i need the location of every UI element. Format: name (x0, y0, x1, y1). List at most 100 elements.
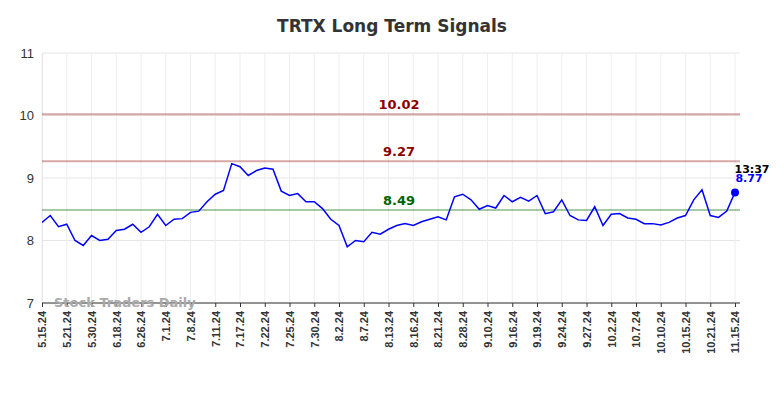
x-tick-label: 8.7.24 (358, 310, 370, 341)
grid-line-x (636, 53, 637, 303)
y-axis: 7891011 (20, 46, 43, 311)
x-tick-mark (240, 303, 241, 307)
x-tick-mark (265, 303, 266, 307)
x-tick: 10.21.24 (705, 303, 717, 354)
x-tick: 8.2.24 (333, 303, 345, 342)
x-tick-mark (215, 303, 216, 307)
x-tick-label: 6.18.24 (111, 310, 123, 348)
grid-line-x (586, 53, 587, 303)
chart: 78910115.15.245.21.245.30.246.18.246.26.… (0, 0, 784, 398)
grid-line-x (660, 53, 661, 303)
x-tick-label: 5.21.24 (61, 310, 73, 348)
x-tick-label: 10.10.24 (655, 310, 667, 354)
x-tick-mark (587, 303, 588, 307)
x-tick-mark (364, 303, 365, 307)
x-tick-label: 10.21.24 (705, 310, 717, 354)
x-tick-label: 7.11.24 (210, 310, 222, 347)
x-tick-label: 9.16.24 (507, 310, 519, 348)
x-tick-label: 7.1.24 (160, 310, 172, 341)
grid-line-x (190, 53, 191, 303)
x-tick-mark (42, 303, 43, 307)
grid-line-x (264, 53, 265, 303)
y-tick: 8 (27, 233, 42, 248)
labels: 10.029.278.4913:378.77Stock Traders Dail… (54, 97, 770, 310)
x-tick: 7.17.24 (234, 303, 246, 348)
x-tick-mark (710, 303, 711, 307)
x-tick-label: 7.17.24 (234, 310, 246, 348)
grid-line-x (537, 53, 538, 303)
x-tick-mark (735, 303, 736, 307)
grid-line-x (91, 53, 92, 303)
grid-line-x (512, 53, 513, 303)
x-tick-label: 9.19.24 (531, 310, 543, 348)
y-tick: 9 (27, 171, 42, 186)
x-tick-mark (661, 303, 662, 307)
grid-line-y (42, 240, 740, 241)
price-line (42, 164, 735, 247)
x-tick-mark (290, 303, 291, 307)
x-tick: 10.15.24 (680, 303, 692, 354)
x-tick: 7.25.24 (284, 303, 296, 348)
plot-area (42, 114, 740, 247)
x-tick-mark (686, 303, 687, 307)
grid-line-x (438, 53, 439, 303)
grid-line-x (388, 53, 389, 303)
grid-line-x (289, 53, 290, 303)
reference-line (42, 160, 740, 162)
x-tick: 9.19.24 (531, 303, 543, 348)
x-tick: 8.16.24 (408, 303, 420, 348)
y-tick-label: 7 (27, 296, 34, 311)
x-tick: 9.16.24 (507, 303, 519, 348)
x-tick: 10.2.24 (606, 303, 618, 348)
x-tick-mark (389, 303, 390, 307)
x-tick: 10.10.24 (655, 303, 667, 354)
x-tick-label: 10.7.24 (630, 310, 642, 348)
grid (42, 53, 740, 303)
grid-line-x (561, 53, 562, 303)
grid-line-x (215, 53, 216, 303)
grid-line-x (165, 53, 166, 303)
x-tick-mark (339, 303, 340, 307)
x-tick-label: 8.2.24 (333, 310, 345, 341)
grid-line-x (339, 53, 340, 303)
x-tick-label: 6.26.24 (135, 310, 147, 348)
title: TRTX Long Term Signals (277, 16, 507, 36)
grid-line-x (42, 53, 43, 303)
y-tick: 7 (27, 296, 42, 311)
x-axis: 5.15.24 5.21.24 5.30.24 6.18.24 6.26.24 7.1.2… (36, 303, 741, 354)
grid-line-x (363, 53, 364, 303)
grid-line-x (116, 53, 117, 303)
reference-label: 10.02 (378, 97, 419, 112)
x-tick: 9.27.24 (581, 303, 593, 348)
x-tick: 5.15.24 (36, 303, 48, 348)
x-tick-label: 10.2.24 (606, 310, 618, 348)
x-tick: 9.10.24 (482, 303, 494, 348)
x-tick: 7.22.24 (259, 303, 271, 348)
x-tick-label: 7.30.24 (309, 310, 321, 348)
x-tick-label: 8.13.24 (383, 310, 395, 348)
x-tick-mark (488, 303, 489, 307)
grid-line-x (710, 53, 711, 303)
x-tick: 7.11.24 (210, 303, 222, 347)
x-tick-label: 9.27.24 (581, 310, 593, 348)
x-tick-label: 7.25.24 (284, 310, 296, 348)
x-tick-label: 9.24.24 (556, 310, 568, 348)
reference-label: 8.49 (383, 193, 415, 208)
x-tick-label: 8.28.24 (457, 310, 469, 348)
x-tick-label: 7.8.24 (185, 310, 197, 341)
reference-line (42, 113, 740, 115)
grid-line-x (240, 53, 241, 303)
x-tick-label: 5.30.24 (86, 310, 98, 348)
x-tick-mark (537, 303, 538, 307)
last-point (731, 188, 739, 196)
x-tick-mark (463, 303, 464, 307)
x-tick-label: 10.15.24 (680, 310, 692, 354)
x-tick: 8.21.24 (432, 303, 444, 348)
reference-label: 9.27 (383, 144, 415, 159)
grid-line-x (487, 53, 488, 303)
grid-line-x (413, 53, 414, 303)
x-tick-mark (314, 303, 315, 307)
x-tick: 10.7.24 (630, 303, 642, 348)
y-tick: 11 (21, 46, 43, 61)
x-tick: 11.15.24 (729, 303, 741, 353)
